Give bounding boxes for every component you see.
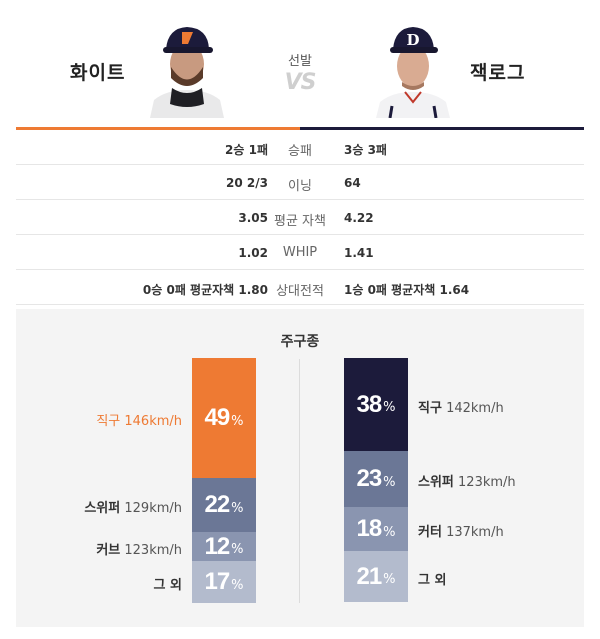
pitch-name: 커브 (96, 542, 121, 558)
pitch-speed: 123km/h (124, 542, 182, 558)
right-stat-value: 3승 3패 (344, 143, 387, 157)
pitch-name: 스위퍼 (84, 501, 121, 516)
left-pitcher-name: 화이트 (70, 62, 126, 84)
right-pitch-label-2: 커터 137km/h (418, 521, 504, 540)
pitch-speed: 137km/h (446, 525, 504, 540)
starter-label: 선발 (288, 54, 312, 69)
left-pitch-pct-1: 22 (204, 491, 230, 518)
pitch-name: 스위퍼 (418, 475, 454, 490)
left-pitch-label-0: 직구 146km/h (96, 410, 182, 429)
left-pitch-pct-2: 12 (204, 532, 230, 560)
left-pitch-pct-3: 17 (204, 568, 230, 595)
vs-badge: 선발 VS (270, 50, 330, 95)
svg-text:D: D (406, 31, 419, 49)
stat-row-whip: 1.02 WHIP 1.41 (16, 235, 584, 270)
percent-sign: % (231, 542, 244, 557)
pitch-speed: 142km/h (446, 400, 504, 416)
right-pitch-bar-0: 38% (344, 358, 408, 451)
vs-mark: VS (284, 70, 317, 95)
right-pitch-bar-3: 21% (344, 551, 408, 602)
right-pitcher-photo: D (372, 22, 454, 118)
pitch-name: 직구 (418, 400, 442, 416)
stat-label: 승패 (288, 144, 312, 159)
stat-row-record: 2승 1패 승패 3승 3패 (16, 130, 584, 165)
stat-label: 평균 자책 (274, 214, 326, 229)
percent-sign: % (383, 572, 396, 587)
left-pitch-label-2: 커브 123km/h (96, 539, 182, 558)
stat-row-era: 3.05 평균 자책 4.22 (16, 200, 584, 235)
stat-row-head-to-head: 0승 0패 평균자책 1.80 상대전적 1승 0패 평균자책 1.64 (16, 270, 584, 305)
pitch-name: 직구 (96, 414, 121, 429)
right-stat-value: 4.22 (344, 211, 374, 225)
stat-label: 상대전적 (276, 284, 324, 299)
stats-table: 2승 1패 승패 3승 3패 20 2/3 이닝 64 3.05 평균 자책 4… (16, 130, 584, 305)
left-pitch-bar-0: 49% (192, 358, 256, 478)
percent-sign: % (383, 524, 396, 540)
right-pitch-pct-3: 21 (356, 562, 382, 590)
pitch-mix-title: 주구종 (280, 334, 320, 350)
matchup-header: 화이트 선발 VS D 잭로그 (0, 0, 600, 130)
right-pitcher-name: 잭로그 (470, 62, 526, 84)
left-pitch-bar-2: 12% (192, 532, 256, 561)
right-pitch-pct-0: 38 (356, 390, 382, 418)
percent-sign: % (231, 500, 244, 516)
left-stat-value: 1.02 (238, 246, 268, 260)
pitch-mix-panel: 주구종 49% 직구 146km/h 22% 스위퍼 129km/h 12% 커브 123… (16, 309, 584, 627)
left-pitch-label-3: 그 외 (154, 574, 182, 593)
center-divider (299, 359, 300, 603)
pitch-speed: 123km/h (458, 475, 516, 490)
percent-sign: % (383, 400, 396, 415)
left-pitcher-photo (146, 22, 228, 118)
pitch-name: 커터 (418, 525, 442, 540)
pitch-speed: 129km/h (124, 501, 182, 516)
left-stat-value: 3.05 (238, 211, 268, 225)
left-stat-value: 0승 0패 평균자책 1.80 (142, 283, 268, 297)
percent-sign: % (231, 413, 244, 429)
right-pitch-label-1: 스위퍼 123km/h (418, 471, 516, 490)
left-pitch-label-1: 스위퍼 129km/h (84, 497, 182, 516)
left-stat-value: 20 2/3 (226, 176, 268, 190)
right-stat-value: 64 (344, 176, 361, 190)
right-stat-value: 1승 0패 평균자책 1.64 (344, 283, 470, 297)
percent-sign: % (231, 577, 244, 593)
percent-sign: % (383, 474, 396, 490)
left-stat-value: 2승 1패 (225, 143, 268, 157)
right-pitch-pct-2: 18 (356, 515, 382, 542)
right-pitch-bar-1: 23% (344, 451, 408, 507)
left-pitch-pct-0: 49 (204, 404, 230, 431)
pitch-name: 그 외 (153, 578, 182, 593)
right-stat-value: 1.41 (344, 246, 374, 260)
stat-row-innings: 20 2/3 이닝 64 (16, 165, 584, 200)
left-team-divider (16, 127, 300, 130)
left-pitch-bar-3: 17% (192, 561, 256, 603)
pitch-speed: 146km/h (124, 414, 182, 429)
stat-label: WHIP (282, 245, 318, 260)
right-pitch-pct-1: 23 (356, 465, 382, 492)
left-pitch-bar-1: 22% (192, 478, 256, 532)
right-team-divider (300, 127, 584, 130)
right-pitch-label-0: 직구 142km/h (418, 397, 504, 416)
pitch-name: 그 외 (418, 572, 447, 588)
right-pitch-label-3: 그 외 (418, 569, 446, 588)
right-pitch-bar-2: 18% (344, 507, 408, 551)
stat-label: 이닝 (288, 179, 312, 194)
